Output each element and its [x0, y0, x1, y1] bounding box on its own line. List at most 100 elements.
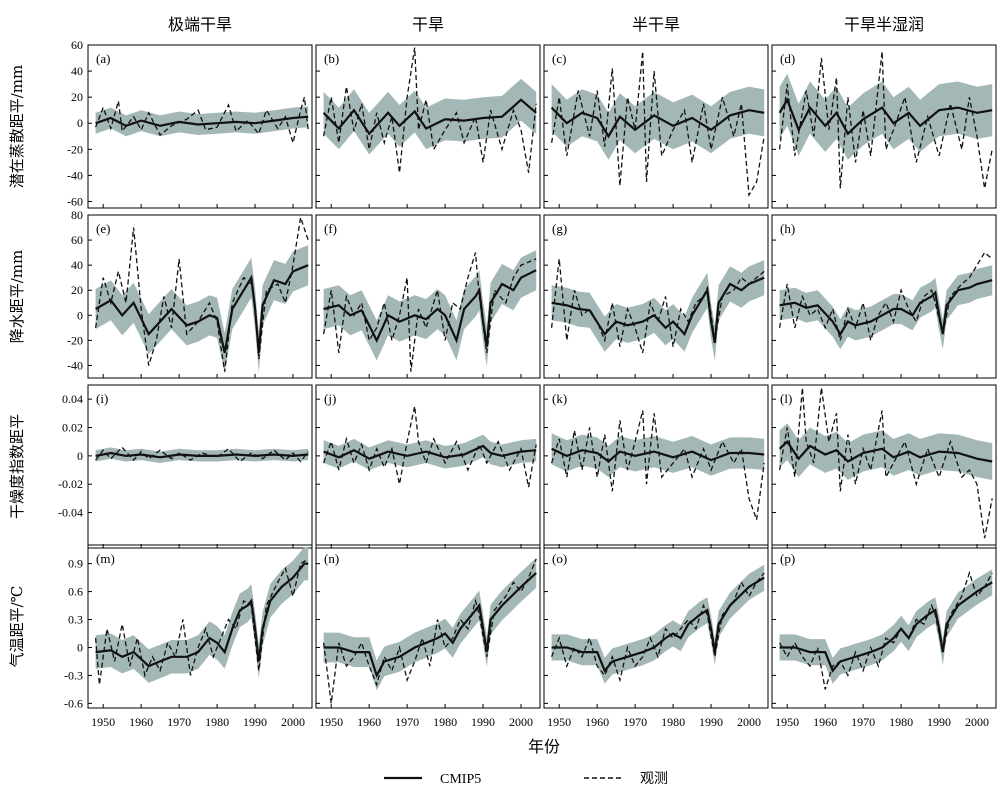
panel-plot-area: [550, 51, 765, 198]
column-title: 干旱: [412, 15, 444, 34]
y-tick-label: 0.9: [68, 557, 83, 571]
column-title: 干旱半湿润: [844, 15, 924, 34]
cmip5-mean-line: [551, 447, 765, 463]
panel-plot-area: [779, 569, 993, 690]
panel-frame: [771, 214, 997, 379]
panel-label: (h): [780, 221, 795, 236]
spread-band: [779, 265, 993, 350]
x-tick-label: 1950: [319, 715, 343, 729]
y-tick-label: 20: [71, 283, 83, 297]
x-tick-label: 1960: [813, 715, 837, 729]
obs-line: [94, 97, 309, 146]
y-tick-label: -0.04: [58, 506, 83, 520]
panel-plot-area: [778, 251, 993, 350]
panel: (c): [543, 44, 769, 209]
legend-mean-label: CMIP5: [440, 772, 481, 787]
obs-line: [322, 47, 537, 173]
panel: (m) -0.6 -0.3 0 0.3 0.6 0.9 1950 1960 1970 1980 199…: [64, 544, 313, 729]
panel-label: (g): [552, 221, 567, 236]
obs-line: [778, 251, 993, 341]
y-tick-label: 0.04: [62, 392, 83, 406]
panel: (o) 1950 1960 1970 1980 1990 2000: [543, 544, 769, 729]
legend: CMIP5 观测: [384, 771, 668, 787]
x-tick-label: 1960: [129, 715, 153, 729]
cmip5-mean-line: [778, 440, 993, 463]
panel-plot-area: [550, 258, 765, 361]
panel: (n) 1950 1960 1970 1980 1990 2000: [315, 544, 541, 729]
panel-plot-area: [322, 558, 537, 704]
panel-frame: [87, 214, 313, 379]
cmip5-mean-line: [95, 115, 309, 127]
obs-line: [94, 217, 309, 372]
panel: (e) -40 -20 0 20 40 60 80: [67, 208, 313, 379]
panel-plot-area: [550, 410, 765, 520]
panel-label: (j): [324, 391, 336, 406]
cmip5-mean-line: [95, 451, 309, 459]
obs-line: [550, 51, 765, 198]
y-tick-label: 0.02: [62, 421, 83, 435]
panel-label: (l): [780, 391, 792, 406]
panel-label: (a): [96, 51, 110, 66]
panel: (b): [315, 44, 541, 209]
spread-band: [779, 569, 993, 684]
panel-plot-area: [778, 51, 993, 189]
spread-band: [779, 73, 993, 160]
y-tick-label: 0.3: [68, 613, 83, 627]
cmip5-mean-line: [779, 279, 993, 337]
panel: (h): [771, 214, 997, 379]
y-tick-label: 0: [77, 449, 83, 463]
spread-band: [95, 245, 309, 373]
panel-frame: [771, 544, 997, 709]
x-tick-label: 1990: [471, 715, 495, 729]
obs-line: [322, 406, 537, 488]
panel-plot-area: [322, 406, 537, 488]
panel-frame: [771, 44, 997, 209]
x-tick-label: 1980: [661, 715, 685, 729]
panel-plot-area: [322, 47, 537, 173]
obs-line: [550, 258, 765, 354]
x-tick-label: 1980: [889, 715, 913, 729]
x-tick-label: 1950: [91, 715, 115, 729]
x-tick-label: 1970: [167, 715, 191, 729]
panel-label: (k): [552, 391, 567, 406]
cmip5-mean-line: [551, 576, 765, 673]
y-tick-label: -60: [67, 194, 83, 208]
panel-plot-area: [94, 97, 309, 146]
x-tick-label: 1950: [775, 715, 799, 729]
spread-band: [323, 558, 537, 691]
panel-frame: [315, 214, 541, 379]
y-tick-label: -0.3: [64, 668, 83, 682]
cmip5-mean-line: [322, 98, 537, 136]
panel-label: (f): [324, 221, 337, 236]
panel-frame: [543, 384, 769, 549]
x-tick-label: 1980: [433, 715, 457, 729]
panel: (d): [771, 44, 997, 209]
cmip5-mean-line: [778, 97, 993, 136]
obs-line: [322, 252, 537, 372]
x-tick-label: 2000: [509, 715, 533, 729]
obs-line: [94, 558, 309, 685]
y-tick-label: -40: [67, 168, 83, 182]
panel-label: (o): [552, 551, 567, 566]
panel-frame: [315, 44, 541, 209]
x-tick-label: 1990: [699, 715, 723, 729]
cmip5-mean-line: [323, 572, 537, 679]
panel-label: (c): [552, 51, 566, 66]
panel-plot-area: [322, 250, 537, 372]
x-tick-label: 1970: [851, 715, 875, 729]
panel-plot-area: [778, 387, 993, 539]
panel-plot-area: [550, 564, 765, 684]
panel-frame: [543, 214, 769, 379]
x-axis-label: 年份: [528, 737, 560, 756]
panel: (f): [315, 214, 541, 379]
x-tick-label: 2000: [737, 715, 761, 729]
y-tick-label: 40: [71, 64, 83, 78]
column-title: 半干旱: [632, 15, 680, 34]
cmip5-mean-line: [551, 276, 765, 344]
spread-band: [551, 433, 765, 478]
cmip5-mean-line: [779, 581, 993, 673]
y-tick-label: -20: [67, 333, 83, 347]
panel-frame: [771, 384, 997, 549]
panel-label: (e): [96, 221, 110, 236]
